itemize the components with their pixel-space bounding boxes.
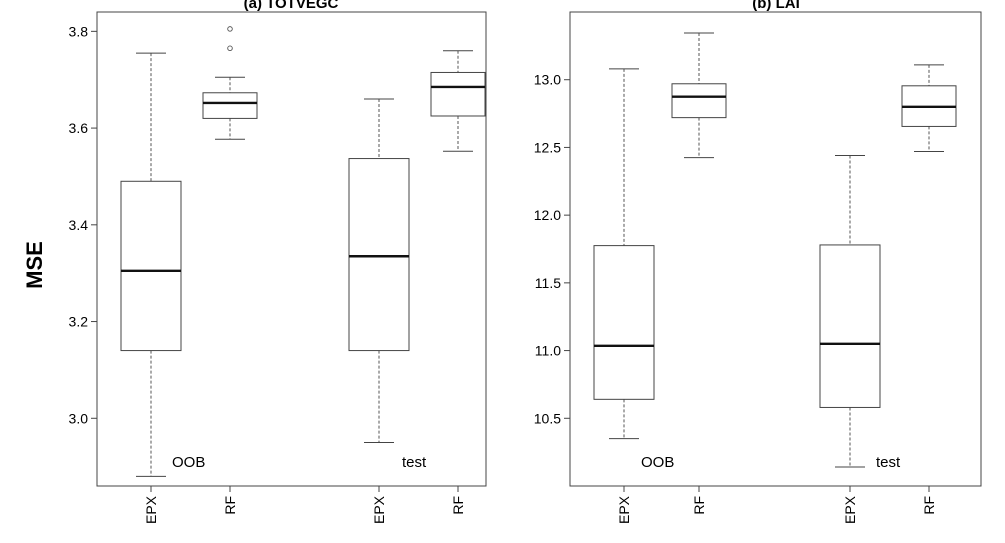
y-tick-label: 3.2 xyxy=(69,314,89,330)
x-tick-label: RF xyxy=(921,496,937,515)
x-tick-label: EPX xyxy=(371,495,387,524)
group-label: test xyxy=(402,454,427,471)
box-iqr xyxy=(120,180,182,352)
plot-frame xyxy=(96,11,487,487)
group-label: OOB xyxy=(172,454,205,471)
box-iqr xyxy=(819,244,881,408)
panel-lai: (b) LAI 10.5 11.0 11.5 12.0 12.5 13.0 EPX RF EPX R… xyxy=(534,0,982,524)
box-rf-oob xyxy=(671,32,727,159)
plot-frame xyxy=(569,11,982,487)
group-label: test xyxy=(876,454,901,471)
panel-totvegc: (a) TOTVEGC 3.0 3.2 3.4 3.6 3.8 EPX RF EPX RF OOB t… xyxy=(69,0,487,524)
box-rf-oob xyxy=(202,26,258,140)
x-tick-label: EPX xyxy=(616,495,632,524)
box-epx-test xyxy=(348,98,410,443)
outlier-point xyxy=(227,26,233,32)
y-axis-label: MSE xyxy=(22,241,47,289)
box-epx-oob xyxy=(593,68,655,440)
y-tick-label: 11.0 xyxy=(535,343,561,359)
y-tick-label: 13.0 xyxy=(534,72,561,88)
box-iqr xyxy=(671,83,727,119)
y-tick-label: 3.6 xyxy=(69,120,89,136)
y-tick-label: 10.5 xyxy=(534,410,561,426)
box-iqr xyxy=(202,92,258,119)
x-tick-label: RF xyxy=(450,496,466,515)
y-tick-label: 3.4 xyxy=(69,217,89,233)
box-iqr xyxy=(348,158,410,352)
box-epx-oob xyxy=(120,52,182,477)
panel-title: (b) LAI xyxy=(752,0,799,12)
outlier-point xyxy=(227,45,233,52)
box-iqr xyxy=(430,71,486,117)
x-tick-label: RF xyxy=(222,496,238,515)
y-tick-label: 3.0 xyxy=(69,410,89,426)
x-tick-label: EPX xyxy=(143,495,159,524)
box-rf-test xyxy=(901,64,957,152)
x-tick-label: EPX xyxy=(842,495,858,524)
y-tick-label: 11.5 xyxy=(535,275,561,291)
box-iqr xyxy=(593,245,655,400)
group-label: OOB xyxy=(641,454,674,471)
box-epx-test xyxy=(819,155,881,468)
y-tick-label: 3.8 xyxy=(69,23,89,39)
y-tick-label: 12.5 xyxy=(534,139,561,155)
y-tick-label: 12.0 xyxy=(534,207,561,223)
x-tick-label: RF xyxy=(691,496,707,515)
box-rf-test xyxy=(430,50,486,152)
panel-title: (a) TOTVEGC xyxy=(244,0,339,12)
